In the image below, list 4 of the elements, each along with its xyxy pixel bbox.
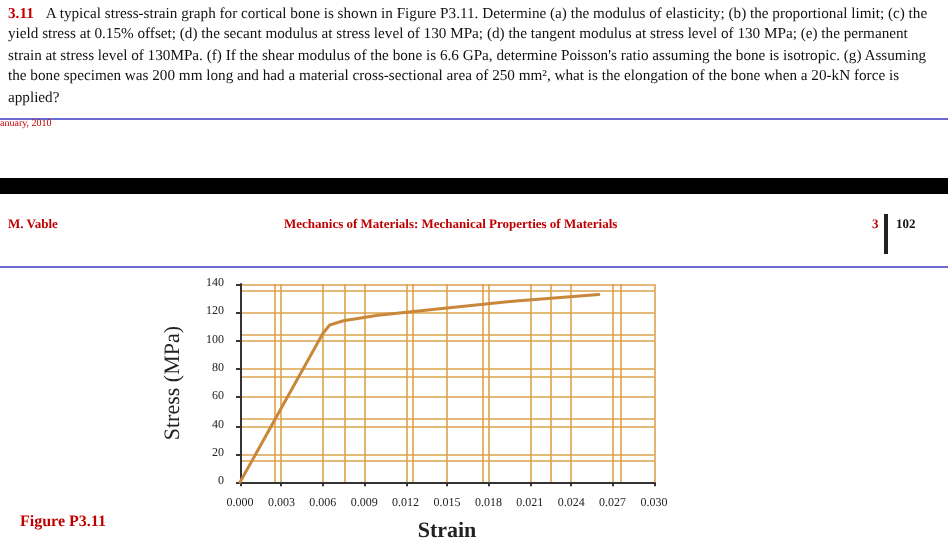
caption: Figure P3.11 [20, 512, 106, 530]
y-axis-title: Stress (MPa) [161, 325, 186, 441]
x-axis-title: Strain [417, 519, 477, 543]
line-series [238, 293, 601, 484]
